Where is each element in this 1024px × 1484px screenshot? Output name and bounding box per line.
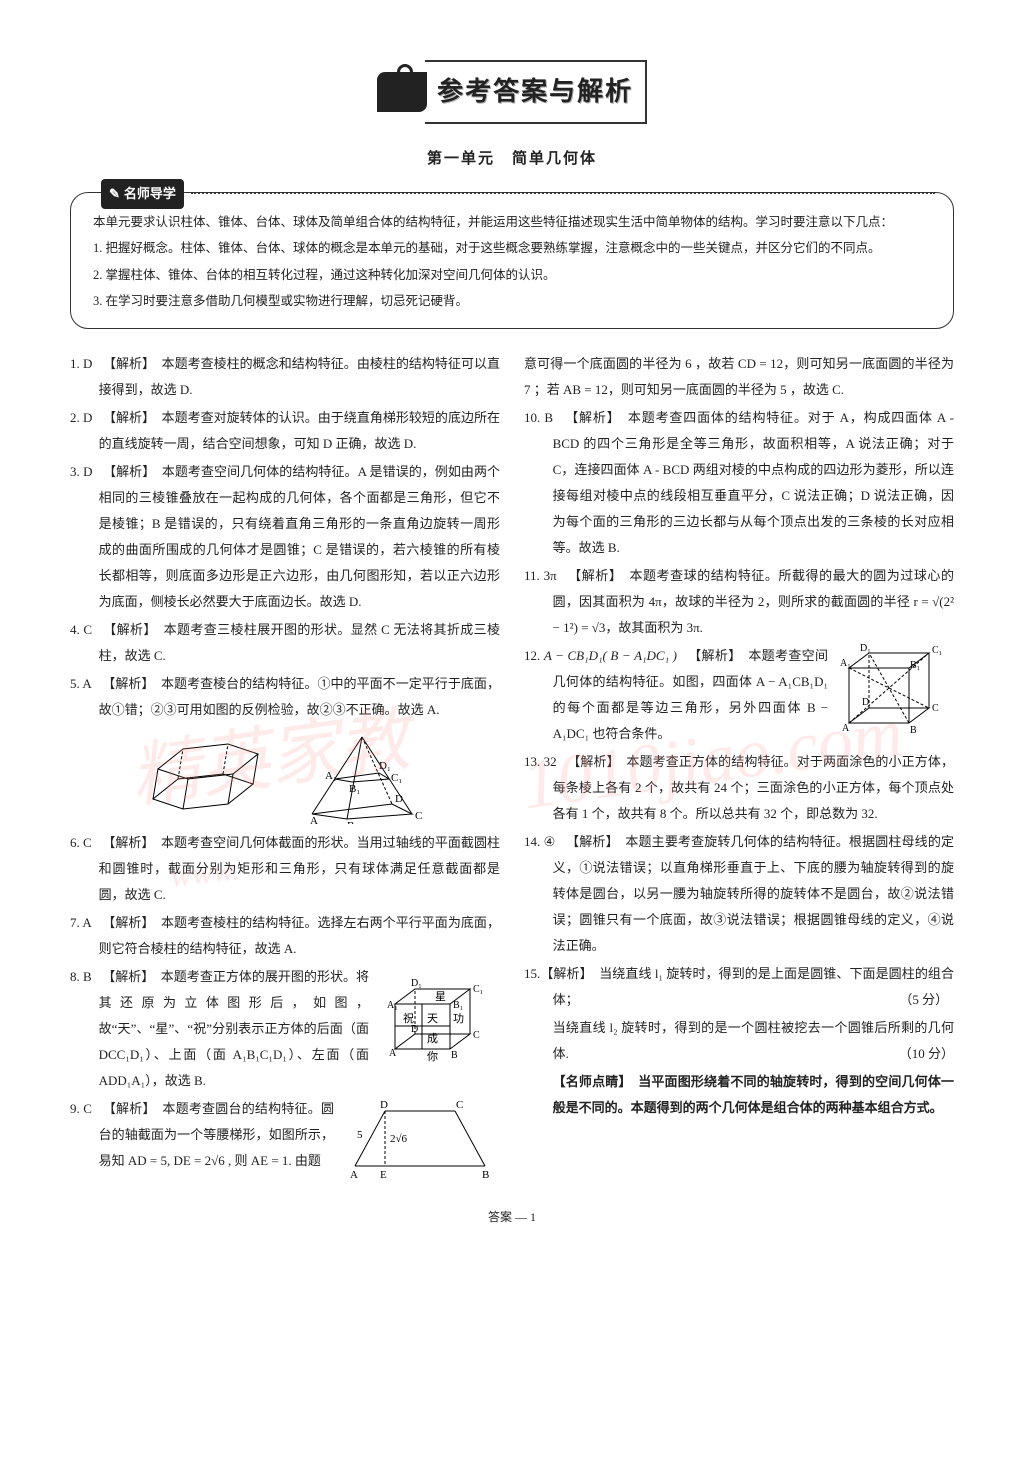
page: 参考答案与解析 第一单元 简单几何体 名师导学 本单元要求认识柱体、锥体、台体、… [0,0,1024,1259]
svg-text:B: B [451,1050,458,1061]
intro-line-0: 本单元要求认识柱体、锥体、台体、球体及简单组合体的结构特征，并能运用这些特征描述… [93,209,931,235]
svg-text:功: 功 [453,1012,464,1025]
q11: 11. 3π 【解析】 本题考查球的结构特征。所截得的最大的圆为过球心的圆，因其… [524,563,954,641]
lock-icon [377,72,427,112]
q14: 14. ④ 【解析】 本题主要考查旋转几何体的结构特征。根据圆柱母线的定义，①说… [524,829,954,959]
page-footer: 答案 — 1 [70,1205,954,1229]
q6: 6. C 【解析】 本题考查空间几何体截面的形状。当用过轴线的平面截圆柱和圆锥时… [70,830,500,908]
svg-text:你: 你 [427,1050,438,1063]
svg-text:D₁: D₁ [860,643,871,654]
cube-figure-12: A B C D A₁ B₁ C₁ D₁ [834,643,954,738]
svg-text:C: C [932,703,939,714]
intro-dashes [191,192,935,194]
svg-text:A: A [389,1048,397,1059]
svg-text:5: 5 [357,1129,363,1141]
frustum-figure: A B CD A₁ B₁ C₁D₁ [287,729,437,824]
q10: 10. B 【解析】 本题考查四面体的结构特征。对于 A，构成四面体 A - B… [524,405,954,561]
intro-box: 名师导学 本单元要求认识柱体、锥体、台体、球体及简单组合体的结构特征，并能运用这… [70,192,954,329]
q12: AB CD A₁B₁ C₁D₁ 12. A − CB₁D₁( B − A₁DC₁… [524,643,954,747]
q7: 7. A 【解析】 本题考查棱柱的结构特征。选择左右两个平行平面为底面，则它符合… [70,910,500,962]
figure-5: A B CD A₁ B₁ C₁D₁ [70,729,500,824]
intro-line-3: 3. 在学习时要注意多借助几何模型或实物进行理解，切忌死记硬背。 [93,288,931,314]
svg-text:D: D [862,697,869,708]
q15b: 当绕直线 l₂ 旋转时，得到的是一个圆柱被挖去一个圆锥后所剩的几何体.（10 分… [524,1015,954,1067]
svg-text:B₁: B₁ [910,660,920,671]
intro-tab: 名师导学 [101,179,184,209]
svg-text:A: A [842,723,850,734]
svg-text:A₁: A₁ [840,658,851,669]
q15-tip: 【名师点睛】 当平面图形绕着不同的轴旋转时，得到的空间几何体一般是不同的。本题得… [524,1069,954,1121]
right-column: 意可得一个底面圆的半径为 6 ，故若 CD = 12，则可知另一底面圆的半径为 … [524,351,954,1181]
q4: 4. C 【解析】 本题考查三棱柱展开图的形状。显然 C 无法将其折成三棱柱，故… [70,617,500,669]
svg-text:D: D [411,1024,418,1035]
svg-text:D₁: D₁ [379,760,391,772]
svg-text:B₁: B₁ [453,1000,463,1011]
q13: 13. 32 【解析】 本题考查正方体的结构特征。对于两面涂色的小正方体，每条棱… [524,749,954,827]
svg-text:A: A [350,1169,358,1181]
banner-title: 参考答案与解析 [425,60,647,124]
svg-text:E: E [380,1169,387,1181]
q9: A B C D E 2√6 5 9. C 【解析】 本题考查圆台的结构特征。圆台… [70,1096,500,1174]
q15a: 15.【解析】 当绕直线 l₁ 旋转时，得到的是上面是圆锥、下面是圆柱的组合体；… [524,961,954,1013]
svg-text:A₁: A₁ [325,770,337,782]
svg-text:C₁: C₁ [391,772,402,784]
svg-text:B: B [347,820,354,824]
cube-net-figure: 星 祝 天 功 成 你 A₁ C₁ B₁ D₁ A B C D [375,964,500,1064]
svg-text:成: 成 [427,1032,438,1045]
svg-text:D: D [395,793,403,805]
svg-text:天: 天 [427,1013,438,1025]
svg-text:B: B [910,725,917,736]
header-banner: 参考答案与解析 [70,60,954,124]
svg-text:A₁: A₁ [387,1000,398,1011]
trapezoid-figure: A B C D E 2√6 5 [340,1096,500,1181]
svg-text:C₁: C₁ [932,645,942,656]
svg-text:C: C [415,810,422,822]
intro-line-1: 1. 把握好概念。柱体、锥体、台体、球体的概念是本单元的基础，对于这些概念要熟练… [93,235,931,261]
q8: 星 祝 天 功 成 你 A₁C₁ B₁D₁ AB CD 8. B 【解析】 本题… [70,964,500,1094]
svg-text:D₁: D₁ [411,978,422,989]
svg-text:星: 星 [435,990,446,1003]
prism-figure [133,729,283,824]
svg-text:B₁: B₁ [349,783,360,795]
svg-text:C₁: C₁ [473,984,483,995]
q1: 1. D 【解析】 本题考查棱柱的概念和结构特征。由棱柱的结构特征可以直接得到，… [70,351,500,403]
intro-line-2: 2. 掌握柱体、锥体、台体的相互转化过程，通过这种转化加深对空间几何体的认识。 [93,262,931,288]
q9-cont: 意可得一个底面圆的半径为 6 ，故若 CD = 12，则可知另一底面圆的半径为 … [524,351,954,403]
q3: 3. D 【解析】 本题考查空间几何体的结构特征。A 是错误的，例如由两个相同的… [70,459,500,615]
svg-text:C: C [473,1030,480,1041]
svg-text:C: C [456,1099,463,1111]
svg-text:祝: 祝 [403,1011,414,1025]
unit-title: 第一单元 简单几何体 [70,144,954,174]
q2: 2. D 【解析】 本题考查对旋转体的认识。由于绕直角梯形较短的底边所在的直线旋… [70,405,500,457]
svg-text:B: B [482,1169,489,1181]
svg-text:2√6: 2√6 [390,1133,408,1145]
svg-text:A: A [310,815,318,824]
q5: 5. A 【解析】 本题考查棱台的结构特征。①中的平面不一定平行于底面，故①错；… [70,671,500,723]
svg-text:D: D [380,1099,388,1111]
left-column: 1. D 【解析】 本题考查棱柱的概念和结构特征。由棱柱的结构特征可以直接得到，… [70,351,500,1181]
content-columns: 1. D 【解析】 本题考查棱柱的概念和结构特征。由棱柱的结构特征可以直接得到，… [70,351,954,1181]
